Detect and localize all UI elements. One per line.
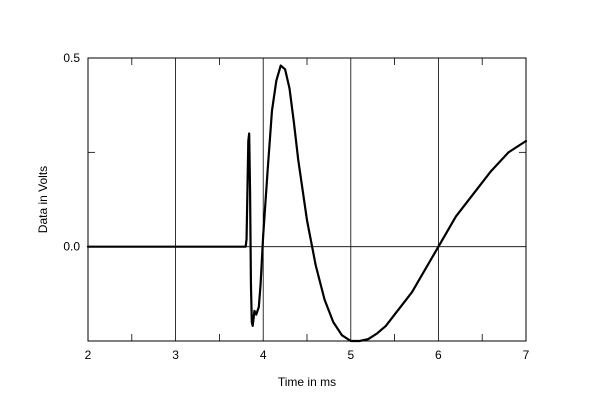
x-tick-label: 2 [85,348,92,362]
x-tick-label: 4 [260,348,267,362]
x-tick-label: 5 [347,348,354,362]
x-tick-label: 3 [172,348,179,362]
y-axis-title: Data in Volts [36,166,50,233]
x-tick-labels: 2 3 4 5 6 7 [85,348,530,362]
series-layer [86,64,528,343]
axis-ticks [88,58,526,341]
x-tick-label: 7 [523,348,530,362]
x-axis-title: Time in ms [278,375,336,389]
x-tick-label: 6 [435,348,442,362]
y-tick-label: 0.0 [63,240,80,254]
y-tick-label: 0.5 [63,51,80,65]
plot-frame [87,57,527,342]
grid-lines [88,58,526,341]
y-tick-labels: 0.0 0.5 [63,51,80,254]
series-line-0 [86,64,528,343]
